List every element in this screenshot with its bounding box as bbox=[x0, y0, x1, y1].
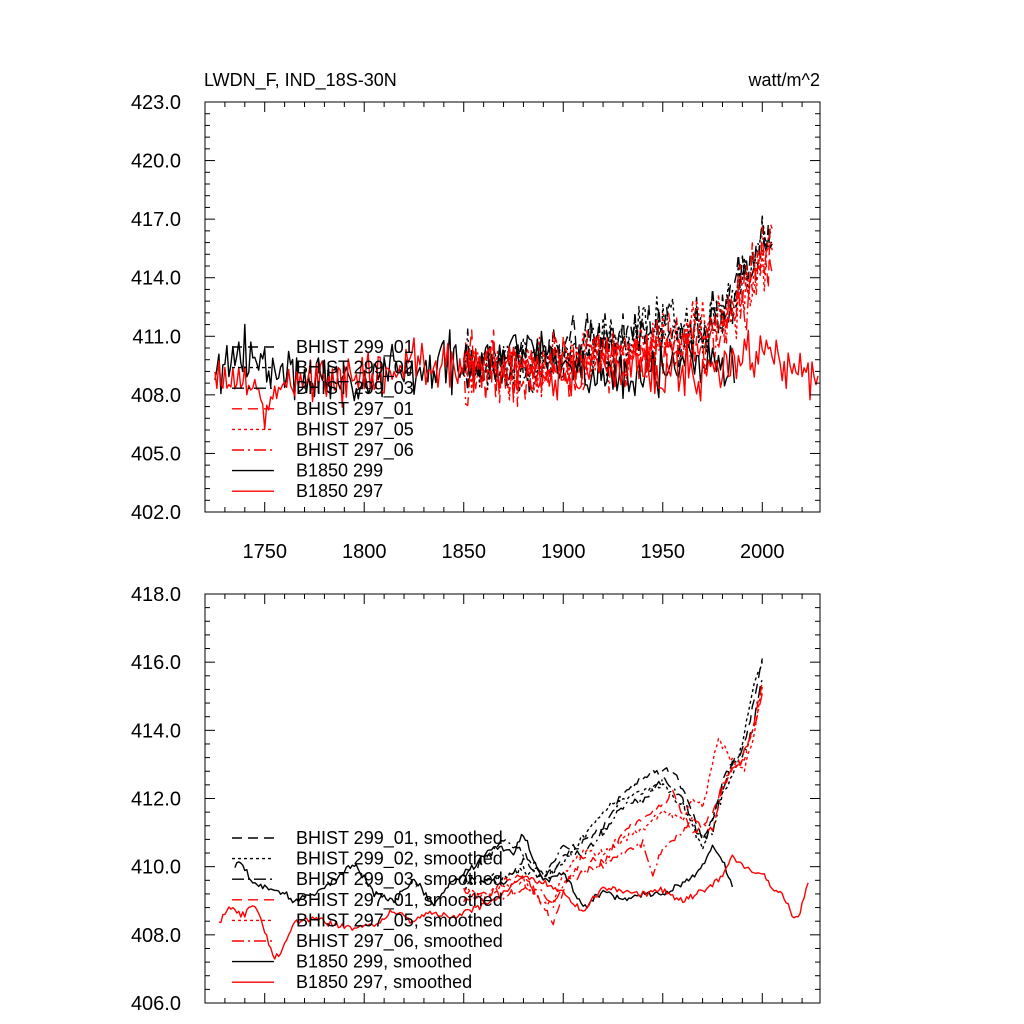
y-tick-label: 408.0 bbox=[131, 925, 181, 947]
series-line-bhist-297-06-smoothed bbox=[463, 693, 763, 908]
series-lines bbox=[218, 658, 809, 960]
x-tick-label: 1850 bbox=[441, 541, 486, 563]
series-line-bhist-297-01-smoothed bbox=[463, 680, 763, 926]
tick-marks bbox=[204, 593, 820, 1004]
y-tick-label: 418.0 bbox=[131, 584, 181, 606]
legend-label-bhist-297-06: BHIST 297_06 bbox=[296, 440, 414, 461]
series-line-b1850-297 bbox=[214, 329, 819, 430]
series-line-bhist-299-03-smoothed bbox=[463, 678, 763, 878]
series-line-bhist-299-02-smoothed bbox=[463, 661, 763, 890]
y-tick-label: 402.0 bbox=[131, 502, 181, 524]
y-tick-label: 406.0 bbox=[131, 993, 181, 1015]
y-tick-label: 416.0 bbox=[131, 652, 181, 674]
legend-label-bhist-297-01: BHIST 297_01 bbox=[296, 399, 414, 420]
legend-label-b1850-297-smoothed: B1850 297, smoothed bbox=[296, 972, 472, 992]
series-line-b1850-299-smoothed bbox=[234, 833, 734, 909]
tick-marks bbox=[204, 101, 820, 513]
y-tick-label: 408.0 bbox=[131, 385, 181, 407]
plot-frame bbox=[204, 101, 821, 513]
x-tick-label: 2000 bbox=[740, 541, 785, 563]
legend-label-bhist-297-05-smoothed: BHIST 297_05, smoothed bbox=[296, 910, 503, 931]
series-line-bhist-297-05-smoothed bbox=[463, 686, 763, 906]
legend-label-bhist-299-02-smoothed: BHIST 299_02, smoothed bbox=[296, 849, 503, 870]
legend-label-bhist-299-01: BHIST 299_01 bbox=[296, 337, 414, 358]
legend-label-bhist-299-01-smoothed: BHIST 299_01, smoothed bbox=[296, 828, 503, 849]
series-line-bhist-299-01-smoothed bbox=[463, 658, 763, 886]
top-panel: 402.0 405.0 408.0 411.0 414.0 417.0 420.0 423.0… bbox=[131, 92, 821, 563]
legend-label-bhist-299-03-smoothed: BHIST 299_03, smoothed bbox=[296, 869, 503, 890]
legend-label-bhist-299-02: BHIST 299_02 bbox=[296, 358, 414, 379]
x-tick-label: 1800 bbox=[342, 541, 387, 563]
y-tick-label: 417.0 bbox=[131, 209, 181, 231]
x-tick-label: 1900 bbox=[541, 541, 586, 563]
y-tick-label: 414.0 bbox=[131, 268, 181, 290]
series-line-b1850-297-smoothed bbox=[218, 854, 809, 960]
legend-label-b1850-299-smoothed: B1850 299, smoothed bbox=[296, 952, 472, 972]
x-tick-label: 1750 bbox=[242, 541, 287, 563]
series-line-bhist-299-01 bbox=[463, 215, 773, 395]
legend-label-bhist-297-05: BHIST 297_05 bbox=[296, 419, 414, 440]
y-tick-label: 420.0 bbox=[131, 151, 181, 173]
units-label: watt/m^2 bbox=[748, 70, 820, 90]
series-line-bhist-297-01 bbox=[463, 222, 773, 404]
y-tick-label: 405.0 bbox=[131, 443, 181, 465]
legend-label-bhist-299-03: BHIST 299_03 bbox=[296, 378, 414, 399]
y-tick-label: 423.0 bbox=[131, 92, 181, 114]
y-tick-label: 414.0 bbox=[131, 720, 181, 742]
legend-label-bhist-297-01-smoothed: BHIST 297_01, smoothed bbox=[296, 890, 503, 911]
y-tick-label: 411.0 bbox=[132, 326, 181, 348]
y-tick-label: 412.0 bbox=[131, 789, 181, 811]
bottom-panel: 406.0 408.0 410.0 412.0 414.0 416.0 418.0 BHIST… bbox=[131, 584, 821, 1015]
x-tick-label: 1950 bbox=[641, 541, 686, 563]
legend-label-b1850-297: B1850 297 bbox=[296, 481, 383, 501]
legend-label-bhist-297-06-smoothed: BHIST 297_06, smoothed bbox=[296, 931, 503, 952]
series-lines bbox=[214, 215, 819, 430]
chart-title: LWDN_F, IND_18S-30N bbox=[204, 70, 397, 91]
y-tick-label: 410.0 bbox=[131, 857, 181, 879]
legend-label-b1850-299: B1850 299 bbox=[296, 461, 383, 481]
